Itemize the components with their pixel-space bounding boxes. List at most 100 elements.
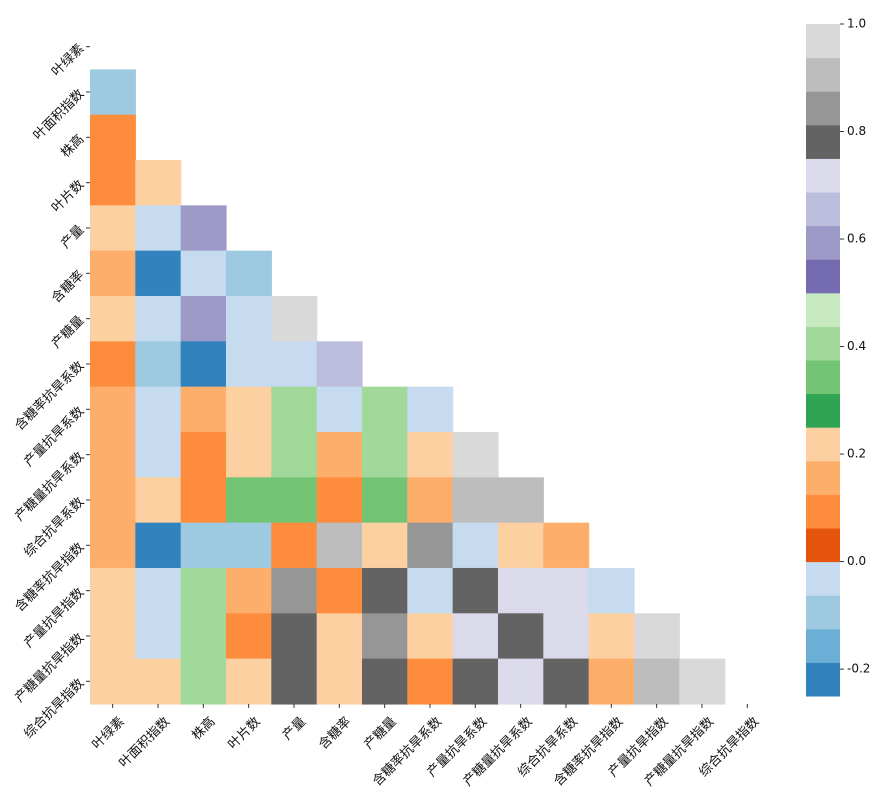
heatmap-cell [90,658,136,705]
heatmap-cell [271,386,318,433]
heatmap-cell [135,477,182,524]
heatmap-cell [225,477,272,524]
heatmap-cell [407,567,454,614]
heatmap-cell [407,477,454,524]
heatmap-cell [135,658,182,705]
heatmap-cell [135,613,182,660]
heatmap-cell [225,431,272,478]
heatmap-cell [90,114,136,161]
heatmap-cell [90,341,136,388]
heatmap-cell [180,477,227,524]
heatmap-cell [361,613,408,660]
heatmap-cell [497,613,544,660]
colorbar-segment [806,662,840,697]
x-tick-label: 产量 [280,714,309,743]
heatmap-cell [407,431,454,478]
heatmap-cell [452,477,499,524]
colorbar-tick-label: 0.4 [847,339,866,353]
heatmap-cell [225,658,272,705]
heatmap-cell [135,522,182,569]
colorbar-segment [806,326,840,361]
heatmap-cell [316,477,363,524]
heatmap-cell [543,567,590,614]
heatmap-cell [361,431,408,478]
heatmap-cell [497,567,544,614]
heatmap-cell [633,658,680,705]
x-tick-label: 含糖率 [315,714,354,753]
heatmap-cell [271,295,318,342]
heatmap-cell [271,522,318,569]
heatmap-cell [361,386,408,433]
heatmap-cell [407,386,454,433]
heatmap-cell [180,658,227,705]
heatmap-cell [90,567,136,614]
colorbar-segment [806,24,840,59]
colorbar-tick-label: 1.0 [847,17,866,31]
heatmap-cell [588,658,635,705]
heatmap-cell [316,522,363,569]
heatmap-cell [225,386,272,433]
colorbar-segment [806,393,840,428]
heatmap-cell [180,431,227,478]
heatmap-cell [361,658,408,705]
heatmap-cell [452,658,499,705]
heatmap-cell [180,386,227,433]
heatmap-cell [361,477,408,524]
heatmap-cell [135,205,182,252]
heatmap-cell [225,250,272,297]
heatmap-cell [90,613,136,660]
heatmap-cell [588,567,635,614]
heatmap-cell [180,567,227,614]
colorbar-segment [806,595,840,630]
colorbar-segment [806,57,840,92]
heatmap-cell [135,431,182,478]
y-tick-label: 产量 [58,223,87,252]
colorbar-segment [806,192,840,227]
colorbar-segment [806,528,840,563]
heatmap-cell [135,567,182,614]
y-tick-label: 叶绿素 [49,41,87,79]
colorbar-segment [806,360,840,395]
colorbar-segment [806,292,840,327]
heatmap-cell [361,522,408,569]
heatmap-cell [316,658,363,705]
colorbar-segment [806,124,840,159]
heatmap-cell [543,613,590,660]
heatmap-cell [90,250,136,297]
colorbar-tick-label: 0.8 [847,124,866,138]
heatmap-cell [271,567,318,614]
heatmap-cell [225,341,272,388]
heatmap-cell [452,431,499,478]
colorbar: 1.0 0.8 0.6 0.4 0.2 0.0 -0.2 [806,17,870,697]
heatmap-cell [90,386,136,433]
y-tick-label: 含糖率 [48,267,87,306]
heatmap-cell [407,658,454,705]
heatmap-cell [679,658,726,705]
heatmap-cell [407,613,454,660]
colorbar-segment [806,427,840,462]
x-tick-label: 叶绿素 [90,714,128,752]
y-tick-label: 产糖量 [48,313,87,352]
heatmap-cell [271,431,318,478]
heatmap-cell [271,477,318,524]
heatmap-cell [497,477,544,524]
heatmap-cell [90,295,136,342]
colorbar-segment [806,259,840,294]
heatmap-cell [271,613,318,660]
heatmap-cell [361,567,408,614]
colorbar-segment [806,460,840,495]
heatmap-cell [180,613,227,660]
heatmap-cell [180,295,227,342]
heatmap-cell [316,341,363,388]
heatmap-cell [90,477,136,524]
heatmap-cell [271,341,318,388]
heatmap-cell [316,613,363,660]
colorbar-segment [806,225,840,260]
colorbar-segment [806,91,840,126]
colorbar-segment [806,561,840,596]
heatmap-cell [225,522,272,569]
colorbar-tick-label: 0.0 [847,554,866,568]
heatmap-cell [180,250,227,297]
heatmap-cell [316,431,363,478]
